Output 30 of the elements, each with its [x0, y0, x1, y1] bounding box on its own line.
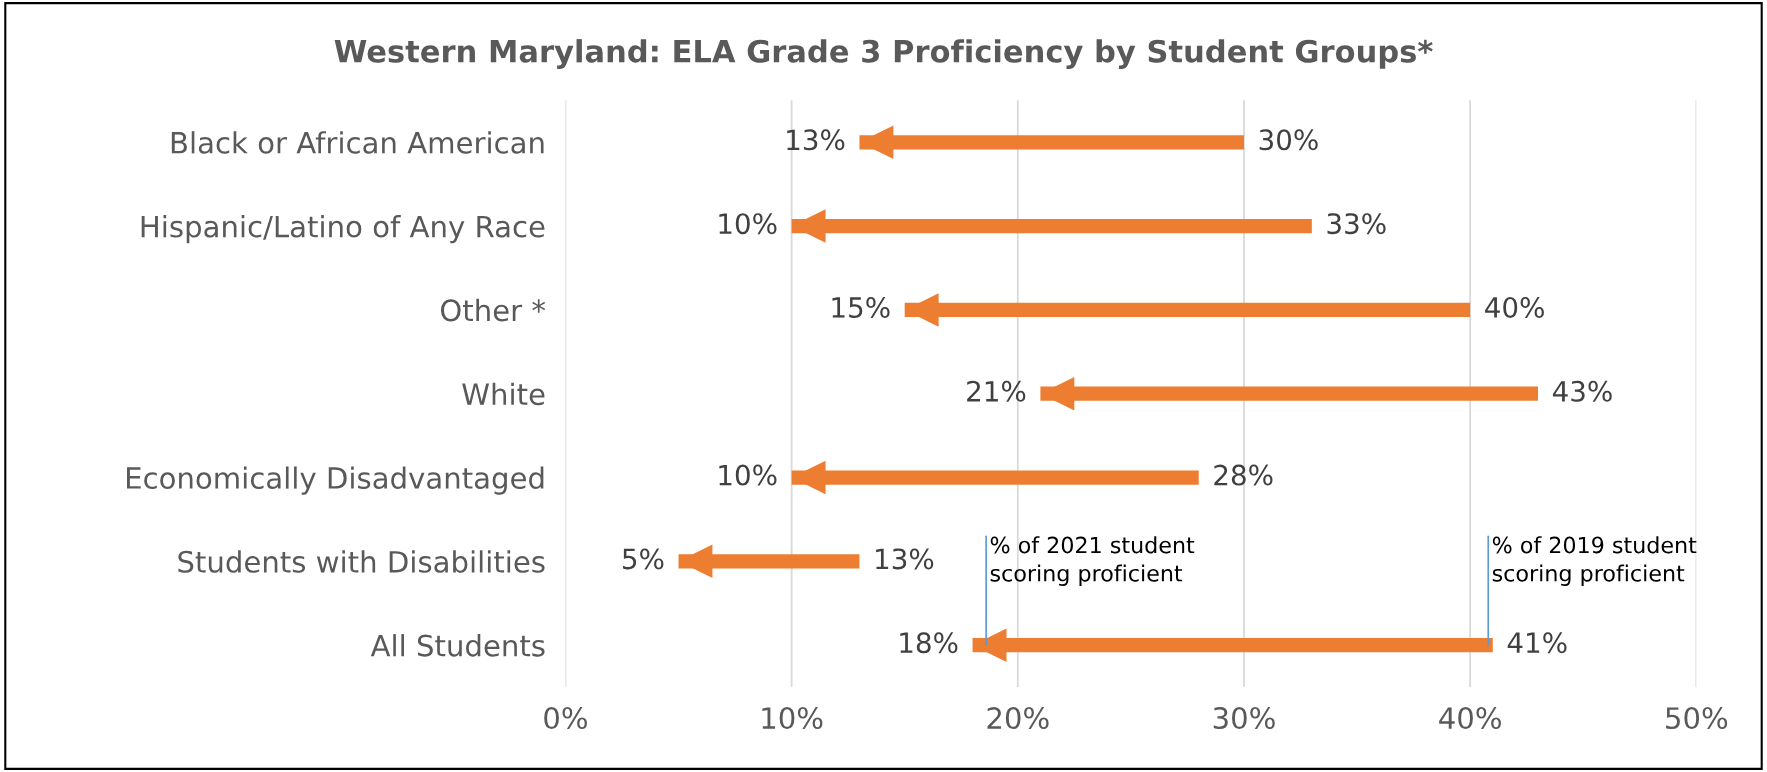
annotation: 33%	[1327, 213, 1386, 235]
annotation: 40%	[1485, 296, 1544, 318]
annotation: 5%	[623, 548, 664, 570]
x-tick-label: 50%	[1666, 707, 1728, 730]
annotation: 13%	[787, 129, 845, 151]
chart-title: Western Maryland: ELA Grade 3 Proficiency by Student Groups*	[334, 39, 1433, 69]
annotation: 10%	[719, 464, 777, 486]
y-tick-label: All Students	[370, 634, 545, 657]
y-tick-label: White	[462, 382, 545, 406]
annotation: % of 2021 student scoring proficient	[990, 536, 1195, 586]
annotation: 30%	[1259, 129, 1318, 151]
x-tick-label: 20%	[987, 707, 1049, 730]
annotation: 13%	[876, 548, 934, 570]
annotation: 41%	[1507, 632, 1567, 654]
y-tick-label: Economically Disadvantaged	[127, 466, 544, 495]
annotation: 43%	[1552, 380, 1612, 402]
x-tick-label: 40%	[1439, 707, 1501, 730]
annotation: % of 2019 student scoring proficient	[1492, 536, 1697, 586]
x-tick-label: 0%	[544, 707, 587, 730]
x-tick-label: 30%	[1213, 707, 1275, 730]
annotation: 18%	[900, 632, 958, 654]
y-tick-label: Hispanic/Latino of Any Race	[141, 215, 545, 244]
annotation: 28%	[1214, 464, 1273, 486]
annotation: 21%	[967, 380, 1026, 402]
y-tick-label: Other *	[440, 298, 546, 322]
annotation: 15%	[832, 296, 890, 318]
annotation: 10%	[719, 213, 777, 235]
y-tick-label: Students with Disabilities	[178, 550, 545, 573]
y-tick-label: Black or African American	[171, 131, 544, 154]
x-tick-label: 10%	[762, 707, 823, 730]
